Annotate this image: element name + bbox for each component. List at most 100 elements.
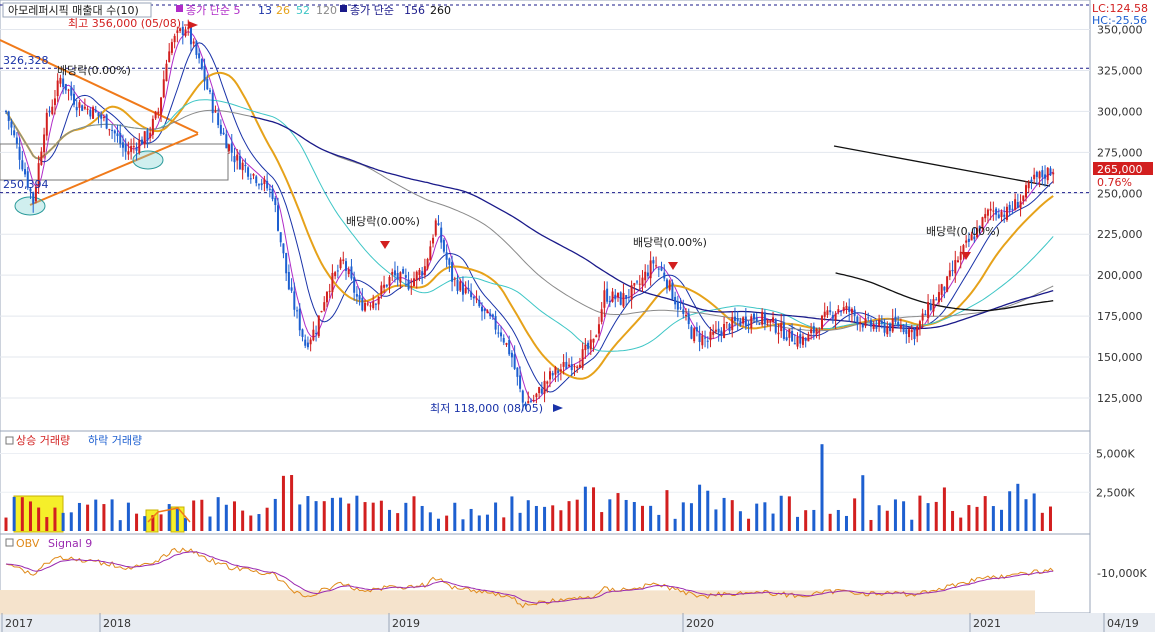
volume-bar xyxy=(485,514,489,531)
volume-bar xyxy=(559,510,563,531)
candle-body xyxy=(461,282,464,295)
candle-body xyxy=(510,352,513,358)
candle-body xyxy=(750,316,753,328)
price-panel[interactable] xyxy=(0,0,1091,432)
candle-body xyxy=(372,301,375,309)
volume-bar xyxy=(494,502,498,531)
candle-body xyxy=(410,286,413,288)
candle-body xyxy=(255,176,258,184)
last-price-badge-bg xyxy=(1093,162,1153,175)
candle-body xyxy=(1035,171,1038,178)
volume-bar xyxy=(151,515,155,531)
volume-bar xyxy=(241,510,245,531)
candle-body xyxy=(481,306,483,312)
volume-bar xyxy=(975,506,979,531)
candle-body xyxy=(214,110,217,113)
volume-bar xyxy=(265,507,269,531)
candle-body xyxy=(840,311,843,313)
volume-bar xyxy=(388,509,392,531)
volume-bar xyxy=(747,518,751,531)
candle-body xyxy=(970,234,973,241)
candle-body xyxy=(753,313,755,320)
candle-body xyxy=(451,261,454,282)
volume-bar xyxy=(143,516,147,531)
candle-body xyxy=(374,303,377,305)
candle-body xyxy=(815,328,818,334)
candle-body xyxy=(818,331,821,333)
candle-body xyxy=(383,284,386,288)
volume-bar xyxy=(983,496,987,531)
candle-body xyxy=(657,268,660,270)
dividend-arrow-icon-4 xyxy=(961,252,971,260)
candle-body xyxy=(1044,174,1047,179)
candle-body xyxy=(646,272,649,277)
candle-body xyxy=(709,331,712,341)
dividend-label-4: 배당락(0.00%) xyxy=(926,225,1000,238)
candle-body xyxy=(418,269,421,276)
candle-body xyxy=(358,295,361,300)
candle-body xyxy=(927,302,930,319)
legend-title-box[interactable] xyxy=(2,2,152,18)
candle-body xyxy=(611,291,614,302)
candle-body xyxy=(747,323,750,326)
volume-bar xyxy=(714,509,718,531)
candle-body xyxy=(105,114,108,129)
legend-ma156: 156 xyxy=(404,4,425,17)
volume-bar xyxy=(804,510,808,531)
candle-body xyxy=(625,295,628,299)
candle-body xyxy=(15,137,18,144)
candle-body xyxy=(198,53,201,59)
candle-body xyxy=(279,232,282,243)
candle-body xyxy=(1049,168,1052,176)
candle-body xyxy=(1033,174,1036,180)
candle-body xyxy=(366,303,369,305)
candle-body xyxy=(459,281,462,291)
candle-body xyxy=(1005,206,1008,220)
candle-body xyxy=(845,305,848,310)
volume-bar xyxy=(722,497,726,531)
candle-body xyxy=(184,29,187,36)
volume-bar xyxy=(159,514,163,531)
candle-body xyxy=(257,184,260,186)
candle-body xyxy=(143,131,146,145)
y-tick-label: 300,000 xyxy=(1097,105,1143,118)
volume-bar xyxy=(61,512,65,531)
candle-body xyxy=(769,319,772,323)
obv-legend-box[interactable] xyxy=(5,538,14,547)
candle-body xyxy=(679,307,682,309)
volume-bar xyxy=(355,495,359,531)
candle-body xyxy=(470,291,473,298)
candle-body xyxy=(51,106,54,115)
volume-bars[interactable] xyxy=(0,444,1090,533)
candle-body xyxy=(937,292,940,303)
candle-body xyxy=(869,320,872,327)
candle-body xyxy=(875,325,878,329)
candlestick-series[interactable] xyxy=(5,19,1055,412)
volume-bar xyxy=(167,504,171,531)
candle-body xyxy=(230,143,233,153)
candle-body xyxy=(312,329,315,341)
volume-bar xyxy=(1008,491,1012,531)
volume-bar xyxy=(412,496,416,531)
horizontal-gridlines xyxy=(0,29,1090,399)
candle-body xyxy=(614,294,617,300)
candle-body xyxy=(916,326,919,337)
volume-legend-box[interactable] xyxy=(5,436,14,445)
volume-bar xyxy=(461,519,465,531)
volume-bar xyxy=(861,475,865,531)
volume-bar xyxy=(796,516,800,531)
volume-bar xyxy=(428,512,432,531)
candle-body xyxy=(108,129,111,131)
candle-body xyxy=(165,63,168,82)
candle-body xyxy=(641,277,644,286)
candle-body xyxy=(951,269,954,272)
candle-body xyxy=(570,364,573,371)
candle-body xyxy=(317,315,320,337)
candle-body xyxy=(24,169,27,175)
candle-body xyxy=(266,180,269,189)
candle-body xyxy=(489,313,492,317)
candle-body xyxy=(829,310,832,313)
volume-bar xyxy=(567,501,571,531)
dividend-label-3: 배당락(0.00%) xyxy=(633,236,707,249)
